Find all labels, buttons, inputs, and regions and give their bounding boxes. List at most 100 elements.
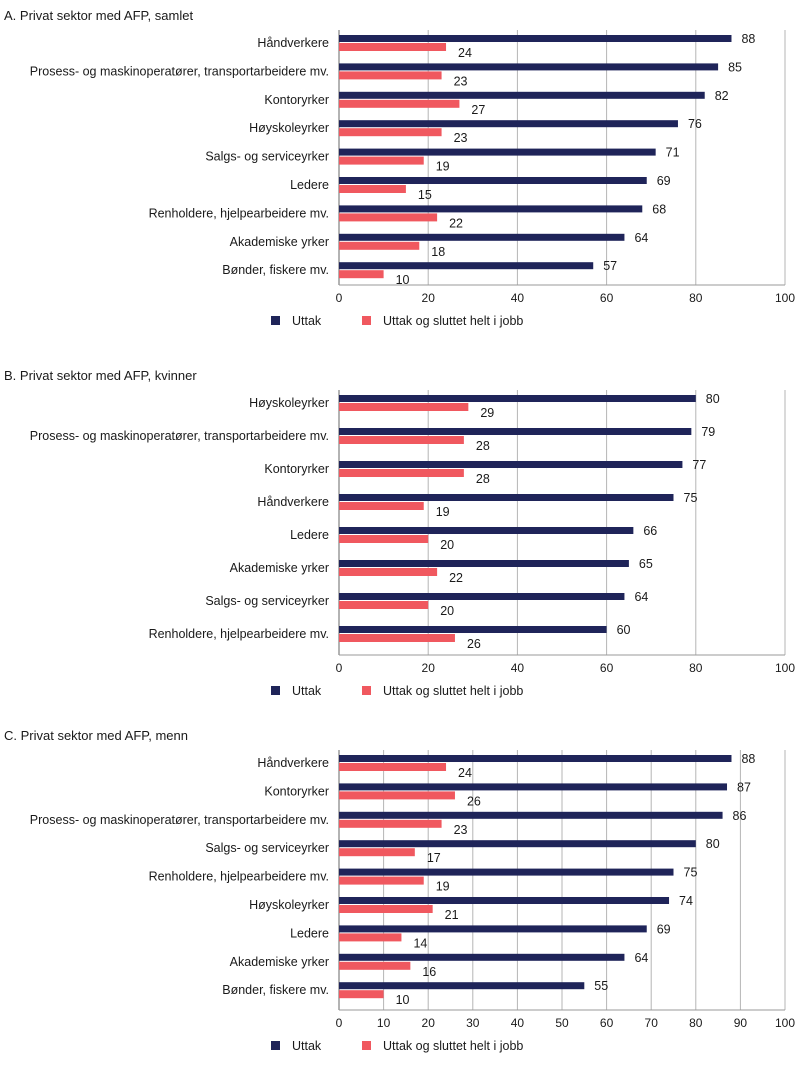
bar-uttak — [339, 897, 670, 904]
bar-uttak — [339, 233, 625, 241]
data-label-uttak: 64 — [634, 590, 648, 604]
bar-uttak — [339, 63, 719, 71]
data-label-sluttet: 17 — [427, 851, 441, 865]
bar-uttak — [339, 527, 634, 534]
x-tick-label: 100 — [775, 661, 795, 675]
bar-uttak — [339, 205, 643, 213]
legend-swatch-uttak — [271, 686, 280, 695]
bar-sluttet — [339, 502, 424, 510]
bar-sluttet — [339, 819, 442, 828]
data-label-sluttet: 16 — [422, 965, 436, 979]
data-label-sluttet: 29 — [480, 406, 494, 420]
data-label-sluttet: 24 — [458, 766, 472, 780]
panel-a: A. Privat sektor med AFP, samlet 0 20 40 60… — [0, 0, 800, 350]
bar-uttak — [339, 262, 594, 270]
category-label: Akademiske yrker — [230, 561, 329, 575]
bar-uttak — [339, 560, 629, 567]
data-label-sluttet: 23 — [454, 131, 468, 145]
bar-uttak — [339, 35, 732, 42]
category-label: Salgs- og serviceyrker — [205, 150, 329, 164]
bar-sluttet — [339, 791, 455, 800]
data-label-uttak: 77 — [692, 458, 706, 472]
legend-label-uttak: Uttak — [292, 314, 322, 328]
category-label: Høyskoleyrker — [249, 121, 329, 135]
chart-title: B. Privat sektor med AFP, kvinner — [4, 368, 197, 383]
bar-sluttet — [339, 876, 424, 885]
x-tick-label: 50 — [555, 1016, 569, 1030]
bar-sluttet — [339, 43, 447, 51]
bar-uttak — [339, 177, 647, 184]
panel-c: C. Privat sektor med AFP, menn 0 10 20 30 40… — [0, 720, 800, 1080]
bar-sluttet — [339, 601, 429, 609]
bar-uttak — [339, 953, 625, 961]
x-tick-label: 0 — [336, 291, 343, 305]
data-label-sluttet: 23 — [454, 74, 468, 88]
x-tick-label: 100 — [775, 291, 795, 305]
category-label: Akademiske yrker — [230, 955, 329, 969]
x-tick-label: 40 — [511, 1016, 525, 1030]
data-label-sluttet: 28 — [476, 472, 490, 486]
x-tick-label: 60 — [600, 291, 614, 305]
data-label-uttak: 66 — [643, 524, 657, 538]
data-label-sluttet: 27 — [471, 103, 485, 117]
data-label-sluttet: 24 — [458, 46, 472, 60]
category-label: Renholdere, hjelpearbeidere mv. — [149, 206, 329, 220]
legend-label-sluttet: Uttak og sluttet helt i jobb — [383, 314, 523, 328]
data-label-uttak: 65 — [639, 557, 653, 571]
data-label-sluttet: 22 — [449, 216, 463, 230]
category-label: Håndverkere — [257, 756, 329, 770]
category-label: Ledere — [290, 178, 329, 192]
x-tick-label: 30 — [466, 1016, 480, 1030]
data-label-uttak: 85 — [728, 60, 742, 74]
data-label-uttak: 74 — [679, 894, 693, 908]
data-label-uttak: 71 — [666, 146, 680, 160]
chart-title: C. Privat sektor med AFP, menn — [4, 728, 188, 743]
bar-sluttet — [339, 128, 442, 137]
bar-uttak — [339, 494, 674, 501]
bar-sluttet — [339, 848, 415, 857]
legend-swatch-uttak — [271, 316, 280, 325]
x-tick-label: 10 — [377, 1016, 391, 1030]
data-label-uttak: 75 — [684, 491, 698, 505]
category-label: Høyskoleyrker — [249, 396, 329, 410]
category-label: Håndverkere — [257, 36, 329, 50]
x-tick-label: 20 — [422, 291, 436, 305]
bar-sluttet — [339, 634, 455, 642]
bar-sluttet — [339, 763, 447, 771]
data-label-uttak: 69 — [657, 922, 671, 936]
bar-uttak — [339, 982, 585, 990]
data-label-sluttet: 10 — [396, 273, 410, 287]
bar-sluttet — [339, 185, 406, 193]
data-label-uttak: 75 — [684, 866, 698, 880]
bar-uttak — [339, 811, 723, 819]
data-label-sluttet: 26 — [467, 637, 481, 651]
category-label: Renholdere, hjelpearbeidere mv. — [149, 870, 329, 884]
bar-uttak — [339, 868, 674, 876]
bar-sluttet — [339, 933, 402, 942]
data-label-uttak: 64 — [634, 231, 648, 245]
x-tick-label: 40 — [511, 291, 525, 305]
legend-swatch-sluttet — [362, 1041, 371, 1050]
data-label-sluttet: 26 — [467, 794, 481, 808]
data-label-uttak: 60 — [617, 623, 631, 637]
data-label-uttak: 79 — [701, 425, 715, 439]
category-label: Håndverkere — [257, 495, 329, 509]
bar-sluttet — [339, 990, 384, 999]
data-label-uttak: 76 — [688, 117, 702, 131]
panel-b: B. Privat sektor med AFP, kvinner 0 20 40 6… — [0, 360, 800, 710]
data-label-sluttet: 18 — [431, 245, 445, 259]
category-label: Kontoryrker — [264, 93, 329, 107]
category-label: Renholdere, hjelpearbeidere mv. — [149, 627, 329, 641]
data-label-uttak: 57 — [603, 259, 617, 273]
bar-uttak — [339, 395, 696, 402]
bar-sluttet — [339, 961, 411, 970]
bar-sluttet — [339, 270, 384, 279]
data-label-uttak: 88 — [741, 32, 755, 46]
bar-uttak — [339, 925, 647, 933]
x-tick-label: 80 — [689, 291, 703, 305]
data-label-sluttet: 22 — [449, 571, 463, 585]
category-label: Prosess- og maskinoperatører, transporta… — [30, 429, 329, 443]
bar-sluttet — [339, 156, 424, 165]
data-label-sluttet: 19 — [436, 160, 450, 174]
bar-uttak — [339, 461, 683, 468]
